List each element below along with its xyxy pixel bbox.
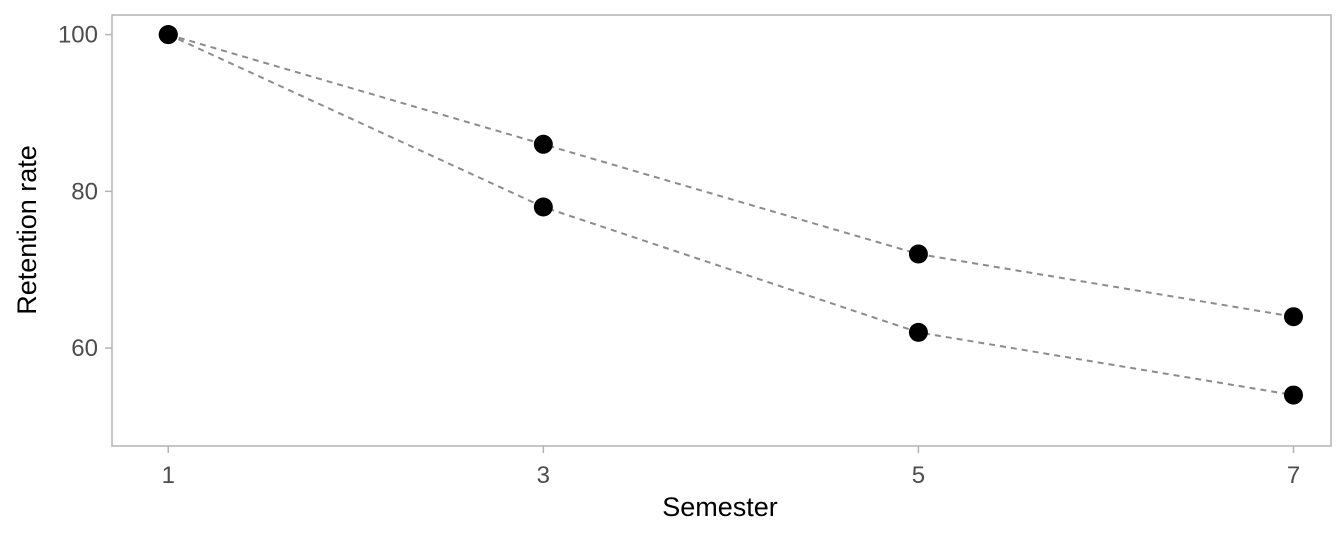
x-tick-label: 5: [912, 462, 925, 489]
data-point: [533, 134, 553, 154]
data-point: [1283, 385, 1303, 405]
series-line-1: [167, 33, 1294, 318]
y-tick-label: 100: [58, 22, 98, 49]
data-point: [1283, 307, 1303, 327]
x-axis: 1 3 5 7: [162, 446, 1300, 489]
series-line-2: [167, 33, 1294, 397]
data-point: [533, 197, 553, 217]
y-tick-label: 60: [71, 335, 98, 362]
x-tick-label: 3: [537, 462, 550, 489]
data-point: [158, 25, 178, 45]
series-points: [158, 25, 1303, 405]
plot-panel: [111, 14, 1332, 447]
x-tick-label: 7: [1287, 462, 1300, 489]
data-point: [908, 244, 928, 264]
y-axis: 60 80 100: [58, 22, 112, 362]
y-tick-label: 80: [71, 178, 98, 205]
x-tick-label: 1: [162, 462, 175, 489]
data-point: [908, 322, 928, 342]
series-lines: [167, 33, 1294, 397]
y-axis-title: Retention rate: [12, 145, 42, 315]
x-axis-title: Semester: [662, 492, 778, 522]
